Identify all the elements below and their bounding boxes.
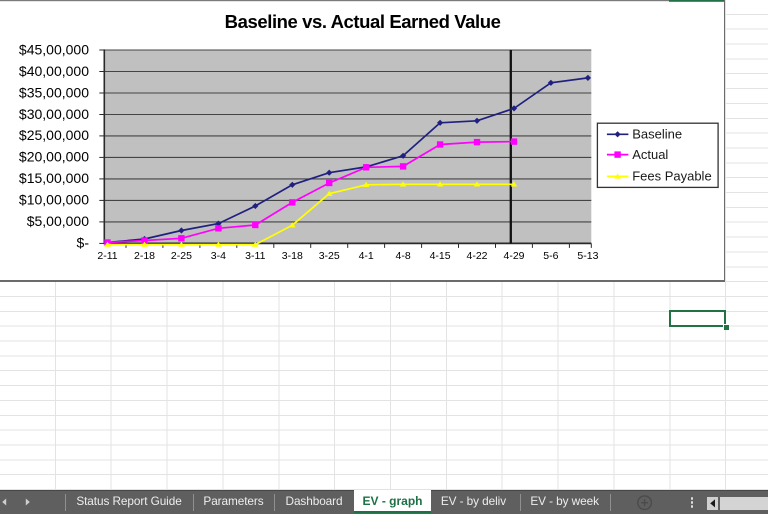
svg-text:3-4: 3-4	[211, 250, 226, 262]
svg-text:4-22: 4-22	[466, 250, 487, 262]
svg-text:$15,00,000: $15,00,000	[19, 170, 89, 186]
svg-text:3-11: 3-11	[245, 250, 265, 262]
svg-text:$-: $-	[77, 235, 90, 251]
svg-text:$10,00,000: $10,00,000	[19, 192, 89, 208]
svg-text:4-15: 4-15	[430, 250, 451, 262]
svg-text:5-13: 5-13	[577, 250, 598, 262]
svg-text:Baseline: Baseline	[632, 127, 682, 142]
svg-text:$35,00,000: $35,00,000	[19, 84, 89, 100]
svg-text:2-11: 2-11	[97, 250, 117, 262]
svg-text:$30,00,000: $30,00,000	[19, 106, 89, 122]
svg-text:$40,00,000: $40,00,000	[19, 63, 89, 79]
svg-text:$45,00,000: $45,00,000	[19, 41, 89, 57]
svg-text:5-6: 5-6	[543, 250, 558, 262]
svg-text:$5,00,000: $5,00,000	[27, 213, 89, 229]
svg-text:Fees Payable: Fees Payable	[632, 169, 712, 184]
svg-text:2-18: 2-18	[134, 250, 155, 262]
svg-text:4-1: 4-1	[359, 250, 374, 262]
svg-text:$25,00,000: $25,00,000	[19, 127, 89, 143]
svg-text:4-29: 4-29	[503, 250, 524, 262]
svg-text:4-8: 4-8	[396, 250, 411, 262]
svg-text:3-18: 3-18	[282, 250, 303, 262]
svg-text:3-25: 3-25	[319, 250, 340, 262]
svg-text:2-25: 2-25	[171, 250, 192, 262]
svg-text:$20,00,000: $20,00,000	[19, 149, 89, 165]
svg-text:Actual: Actual	[632, 147, 668, 162]
svg-text:Baseline vs. Actual Earned Val: Baseline vs. Actual Earned Value	[225, 11, 501, 32]
